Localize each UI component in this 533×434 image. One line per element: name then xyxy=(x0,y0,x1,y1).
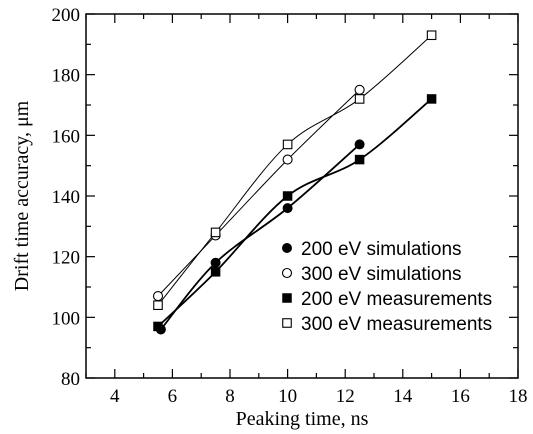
data-point-0 xyxy=(354,139,365,150)
data-point-3 xyxy=(210,227,221,238)
x-tick-label: 10 xyxy=(278,386,297,407)
legend: 200 eV simulations 300 eV simulations 200 … xyxy=(281,239,492,335)
x-tick-label: 16 xyxy=(451,386,470,407)
x-tick-label: 4 xyxy=(110,386,120,407)
data-point-0 xyxy=(282,203,293,214)
data-point-2 xyxy=(282,191,293,201)
lines-layer xyxy=(157,34,433,331)
x-tick-label: 8 xyxy=(225,386,235,407)
data-point-2 xyxy=(426,94,437,104)
y-tick-label: 160 xyxy=(52,126,81,147)
markers-layer xyxy=(152,30,437,335)
legend-marker-2 xyxy=(282,293,292,303)
x-axis-label: Peaking time, ns xyxy=(236,408,369,430)
y-tick-label: 180 xyxy=(52,66,81,87)
legend-entry-label: 200 eV measurements xyxy=(301,289,492,310)
series-line-0 xyxy=(160,143,361,331)
y-tick-label: 200 xyxy=(52,5,81,26)
y-tick-label: 120 xyxy=(52,248,81,269)
y-tick-label: 140 xyxy=(52,187,81,208)
legend-marker-1 xyxy=(281,267,293,279)
x-tick-label: 12 xyxy=(336,386,355,407)
data-point-2 xyxy=(210,267,221,277)
legend-entry-label: 300 eV simulations xyxy=(301,264,462,285)
y-tick-label: 100 xyxy=(52,308,81,329)
data-point-1 xyxy=(354,84,365,95)
data-point-3 xyxy=(153,300,163,311)
legend-marker-0 xyxy=(282,243,292,253)
data-point-1 xyxy=(152,291,164,302)
x-tick-label: 18 xyxy=(509,386,528,407)
y-axis-label: Drift time accuracy, μm xyxy=(11,100,33,291)
y-tick-label: 80 xyxy=(61,369,80,390)
data-point-2 xyxy=(354,154,365,165)
x-tick-label: 14 xyxy=(393,386,413,407)
data-point-3 xyxy=(282,139,293,150)
x-tick-label: 6 xyxy=(168,386,178,407)
legend-marker-3 xyxy=(282,318,292,328)
data-point-3 xyxy=(426,30,437,41)
data-point-2 xyxy=(153,321,163,332)
series-line-1 xyxy=(157,89,360,297)
legend-entry-label: 300 eV measurements xyxy=(301,314,492,335)
data-point-1 xyxy=(282,154,293,165)
legend-entry-label: 200 eV simulations xyxy=(301,239,462,260)
ticks-layer: 4 6 8 10 12 14 16 18 80 100 120 140 160 180 200 xyxy=(52,5,528,407)
data-point-0 xyxy=(210,257,221,268)
data-point-3 xyxy=(354,94,365,104)
